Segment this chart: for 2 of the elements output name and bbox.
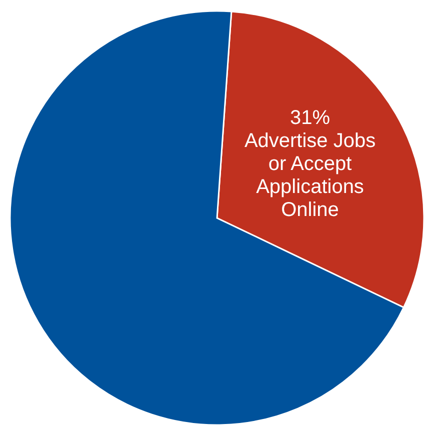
data-label: 31% bbox=[290, 106, 330, 129]
slice-label: Advertise Jobs or Accept Applications Online bbox=[244, 130, 376, 221]
